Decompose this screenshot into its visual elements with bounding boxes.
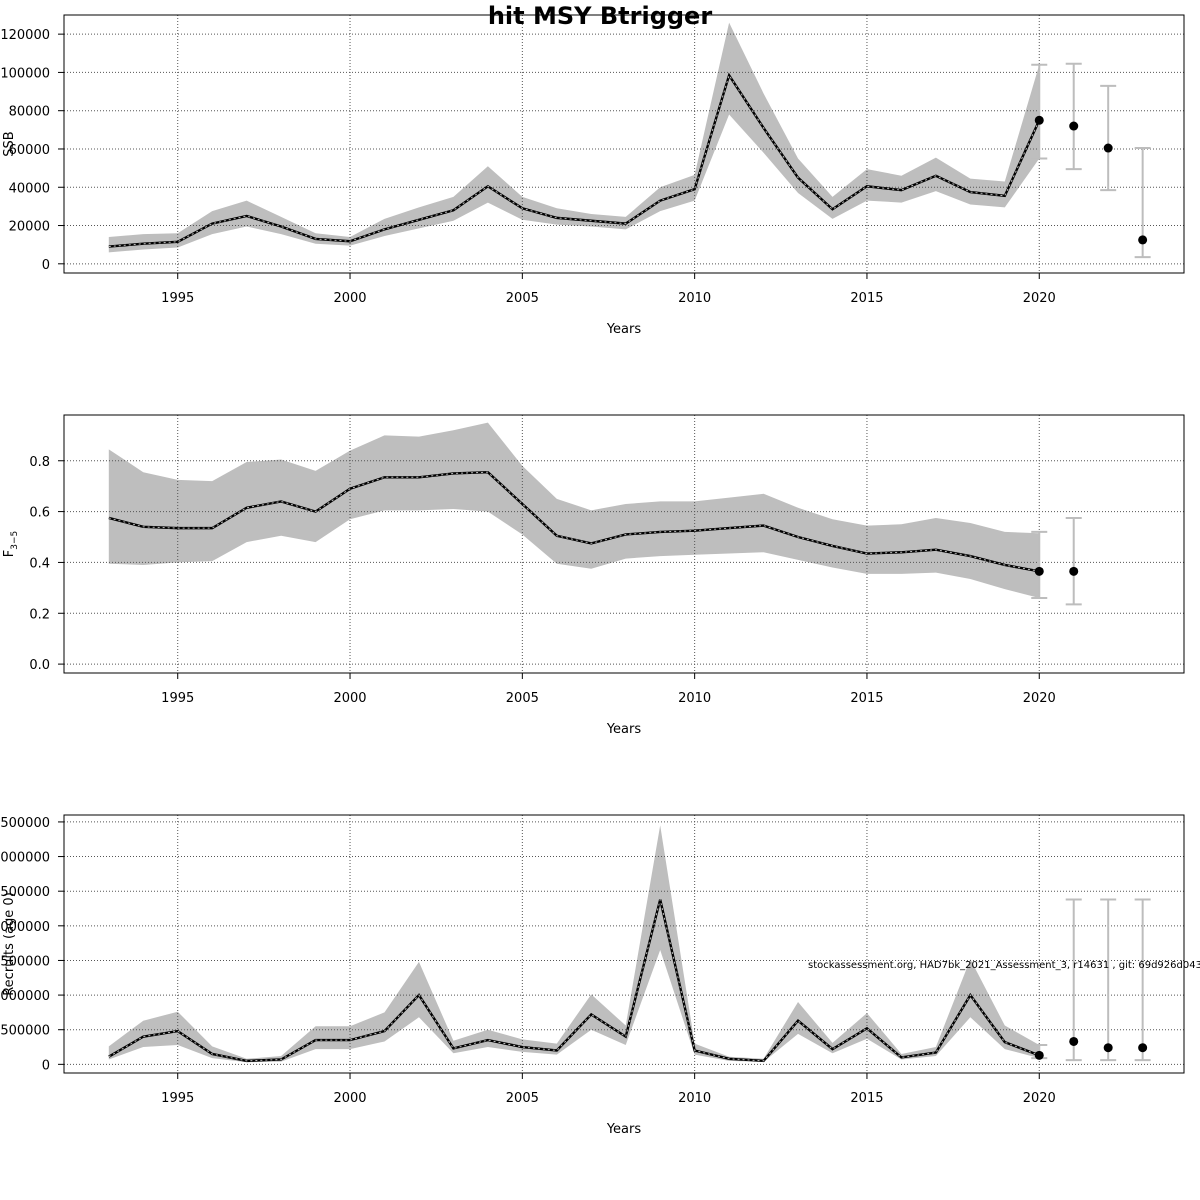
y-tick-label: 60000 <box>9 143 50 158</box>
y-axis-label: Recruits (age 0) <box>2 892 17 996</box>
y-tick-label: 0 <box>42 258 50 273</box>
forecast-point <box>1069 1036 1079 1046</box>
x-tick-label: 2000 <box>333 1091 366 1106</box>
forecast-point <box>1138 235 1148 245</box>
x-tick-label: 2015 <box>850 1091 883 1106</box>
y-tick-label: 0.8 <box>29 455 50 470</box>
y-axis-label: SSB <box>2 131 17 156</box>
y-tick-label: 80000 <box>9 105 50 120</box>
forecast-point <box>1034 1050 1044 1060</box>
forecast-point <box>1034 115 1044 125</box>
x-tick-label: 2020 <box>1023 691 1056 706</box>
estimate-line-dash <box>108 899 1040 1062</box>
forecast-point <box>1069 121 1079 131</box>
x-tick-label: 1995 <box>161 291 194 306</box>
forecast-point <box>1103 1043 1113 1053</box>
panel-2: 1995 2000 2005 2010 2015 2020 0.0 0.2 0.4 0.6 0.8 Y… <box>2 414 1185 737</box>
y-tick-label: 0.6 <box>29 506 50 521</box>
forecast-point <box>1034 566 1044 576</box>
forecast-point <box>1069 566 1079 576</box>
footnote: stockassessment.org, HAD7bk_2021_Assessm… <box>808 960 1200 971</box>
y-tick-label: 1500000 <box>0 954 50 969</box>
x-tick-label: 1995 <box>161 691 194 706</box>
forecast-point <box>1138 1043 1148 1053</box>
y-tick-label: 20000 <box>9 220 50 235</box>
panel-1: 1995 2000 2005 2010 2015 2020 0 20000 40000 60000… <box>0 14 1185 337</box>
estimate-line <box>108 470 1040 573</box>
x-axis-label: Years <box>606 1122 642 1137</box>
y-tick-label: 3000000 <box>0 851 50 866</box>
x-tick-label: 2020 <box>1023 1091 1056 1106</box>
figure-title: hit MSY Btrigger <box>488 2 713 30</box>
x-tick-label: 2005 <box>506 1091 539 1106</box>
x-tick-label: 2010 <box>678 291 711 306</box>
x-tick-label: 2005 <box>506 691 539 706</box>
x-tick-label: 2015 <box>850 291 883 306</box>
confidence-band <box>108 422 1040 599</box>
estimate-line-dash <box>108 74 1040 248</box>
x-tick-label: 2005 <box>506 291 539 306</box>
plot-frame <box>63 414 1185 674</box>
x-axis-label: Years <box>606 322 642 337</box>
plot-frame <box>63 14 1185 274</box>
plot-frame <box>63 814 1185 1074</box>
x-tick-label: 2015 <box>850 691 883 706</box>
panel-3: 1995 2000 2005 2010 2015 2020 0 500000 1000000 15… <box>0 814 1185 1137</box>
x-tick-label: 2020 <box>1023 291 1056 306</box>
panels: 1995 2000 2005 2010 2015 20200200004000060000… <box>0 14 1185 1137</box>
y-tick-label: 100000 <box>0 66 50 81</box>
y-tick-label: 2000000 <box>0 920 50 935</box>
y-tick-label: 0.2 <box>29 607 50 622</box>
x-tick-label: 1995 <box>161 1091 194 1106</box>
y-tick-label: 0 <box>42 1058 50 1073</box>
y-tick-label: 2500000 <box>0 885 50 900</box>
y-tick-label: 500000 <box>0 1024 50 1039</box>
y-tick-label: 40000 <box>9 181 50 196</box>
confidence-band <box>108 22 1040 253</box>
x-tick-label: 2010 <box>678 691 711 706</box>
y-tick-label: 1000000 <box>0 989 50 1004</box>
y-tick-label: 120000 <box>0 28 50 43</box>
y-tick-label: 3500000 <box>0 816 50 831</box>
y-tick-label: 0.0 <box>29 658 50 673</box>
confidence-band <box>108 825 1040 1063</box>
x-tick-label: 2010 <box>678 1091 711 1106</box>
x-axis-label: Years <box>606 722 642 737</box>
x-tick-label: 2000 <box>333 691 366 706</box>
y-tick-label: 0.4 <box>29 556 50 571</box>
forecast-point <box>1103 143 1113 153</box>
x-tick-label: 2000 <box>333 291 366 306</box>
